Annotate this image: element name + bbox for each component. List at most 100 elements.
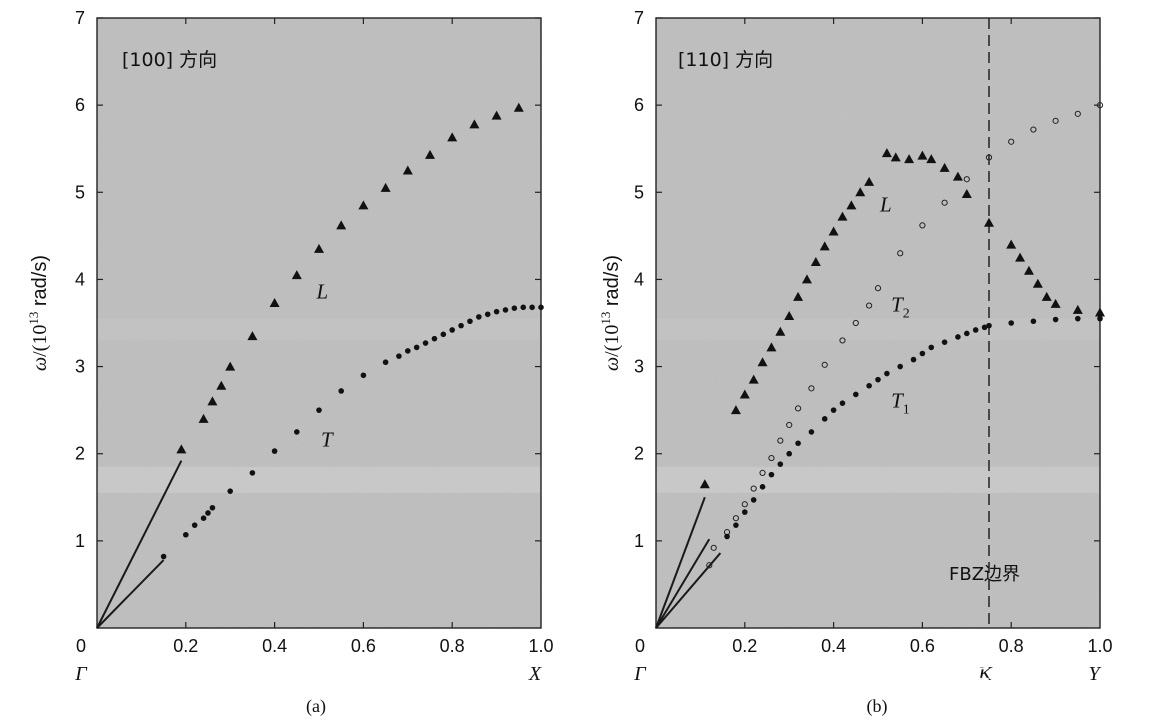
fbz-boundary-label: FBZ边界	[949, 564, 1020, 585]
data-point-L	[810, 257, 821, 266]
data-point-T	[520, 304, 527, 311]
y-tick-label: 4	[75, 269, 85, 289]
data-point-T1	[1075, 315, 1081, 322]
data-point-T2	[852, 319, 859, 327]
series-label-subscript: 2	[903, 307, 910, 322]
initial-slope-line	[96, 460, 183, 629]
direction-label: [100] 方向	[122, 49, 217, 71]
data-point-T	[502, 307, 509, 313]
data-point-T1	[941, 339, 948, 345]
data-point-L	[1072, 304, 1083, 314]
data-point-L	[730, 405, 741, 415]
data-point-T1	[742, 509, 748, 515]
data-point-T2	[1096, 102, 1104, 109]
data-point-T1	[1008, 320, 1014, 326]
y-tick-label: 3	[75, 357, 85, 377]
data-point-T1	[750, 497, 757, 503]
data-point-L	[881, 148, 892, 158]
y-axis-label-omega: ω	[601, 357, 623, 371]
data-point-T1	[866, 382, 872, 389]
data-point-T2	[897, 250, 904, 257]
data-point-T1	[875, 376, 881, 383]
x-tick-label: 0	[76, 636, 86, 656]
data-point-L	[739, 389, 750, 399]
plot-light-band	[97, 318, 541, 341]
data-point-T1	[910, 356, 917, 363]
data-point-T	[200, 515, 207, 521]
data-point-L	[314, 243, 324, 253]
data-point-L	[748, 374, 759, 384]
initial-slope-line	[655, 552, 722, 629]
data-point-T1	[1030, 318, 1037, 325]
data-point-L	[425, 149, 435, 159]
data-point-T1	[839, 400, 846, 406]
data-point-L	[447, 132, 458, 142]
data-point-T	[413, 344, 420, 351]
y-tick-label: 4	[634, 269, 644, 289]
x-point-label: Γ	[74, 663, 88, 685]
data-point-T	[209, 504, 216, 511]
series-label-L: L	[879, 192, 892, 216]
data-point-T	[191, 522, 198, 528]
x-tick-label: 0.8	[999, 636, 1024, 656]
data-point-T	[271, 448, 278, 454]
y-tick-label: 5	[634, 182, 644, 202]
data-point-T	[294, 429, 300, 435]
data-point-T	[449, 327, 456, 333]
y-tick-label: 7	[634, 8, 644, 28]
x-point-label: K	[977, 663, 993, 685]
data-point-T1	[972, 327, 979, 333]
x-tick-label: 0.6	[351, 636, 376, 656]
data-point-T2	[1008, 138, 1015, 145]
data-point-L	[513, 102, 524, 112]
x-tick-label: 0.4	[821, 636, 846, 656]
data-point-L	[837, 211, 848, 221]
data-point-T2	[985, 154, 993, 161]
y-tick-label: 3	[634, 357, 644, 377]
data-point-L	[757, 357, 768, 367]
data-point-T1	[853, 391, 859, 398]
x-tick-label: 0.8	[440, 636, 465, 656]
initial-slope-line	[655, 496, 706, 629]
data-point-T2	[706, 562, 713, 569]
data-point-T1	[759, 484, 766, 490]
data-point-T1	[986, 322, 992, 329]
data-point-L	[207, 396, 218, 406]
data-point-L	[1023, 265, 1034, 275]
data-point-L	[984, 217, 994, 227]
x-tick-label: 0.2	[173, 636, 198, 656]
y-axis-label: ω/(1013 rad/s)	[26, 255, 51, 371]
data-point-T1	[928, 344, 935, 351]
data-point-T1	[964, 330, 970, 337]
x-tick-label: 0	[635, 636, 645, 656]
data-point-T1	[919, 350, 926, 357]
data-point-T	[360, 372, 367, 379]
x-point-label: Γ	[633, 663, 647, 685]
data-point-L	[336, 220, 347, 230]
data-point-L	[1050, 298, 1061, 308]
data-point-T1	[768, 471, 775, 478]
y-tick-label: 7	[75, 8, 85, 28]
data-point-L	[793, 291, 804, 301]
x-tick-label: 0.6	[910, 636, 935, 656]
data-point-T	[458, 322, 464, 329]
data-point-T2	[794, 405, 802, 412]
data-point-L	[225, 361, 236, 371]
data-point-L	[1015, 252, 1026, 262]
initial-slope-line	[655, 538, 711, 629]
data-point-T	[396, 353, 402, 359]
x-tick-label: 1.0	[528, 636, 553, 656]
data-point-T1	[884, 370, 890, 377]
y-axis-label-part: /(10	[601, 325, 623, 357]
data-point-L	[801, 274, 812, 284]
data-point-T2	[1052, 117, 1059, 124]
data-point-T1	[1052, 316, 1059, 323]
data-point-T	[467, 318, 473, 325]
data-point-T2	[750, 485, 757, 492]
data-point-L	[699, 479, 710, 489]
data-point-T1	[1097, 315, 1103, 322]
data-point-L	[846, 200, 857, 210]
data-point-T	[160, 553, 167, 560]
